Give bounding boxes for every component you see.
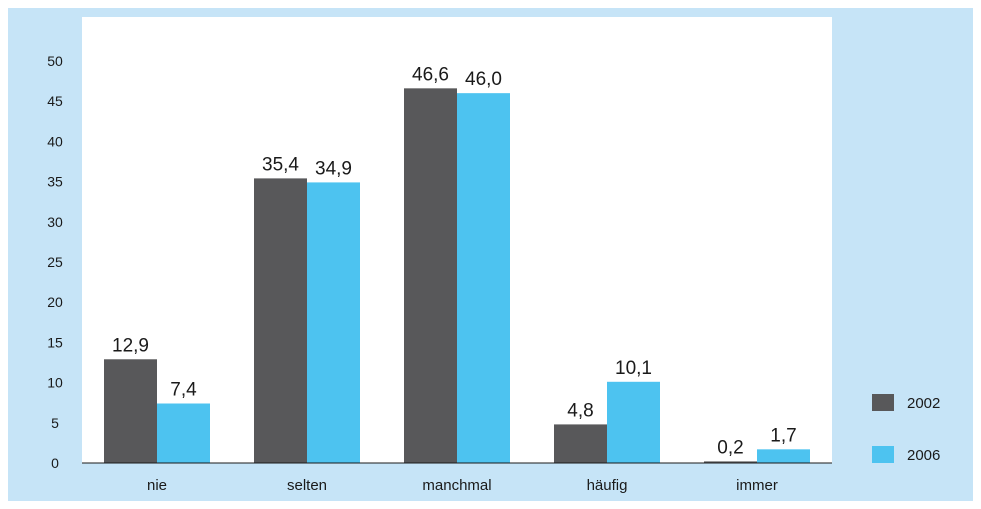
value-label: 46,0: [465, 69, 502, 90]
value-labels-group: 12,9 7,4 35,4 34,9 46,6 46,0 4,8 10,1 0,2 1,7: [112, 64, 797, 458]
legend: 2002 2006: [872, 394, 940, 464]
legend-label: 2002: [907, 395, 940, 412]
bar-2006-häufig: [607, 381, 660, 463]
y-tick-label: 40: [47, 133, 63, 149]
y-tick-label: 25: [47, 254, 63, 270]
y-tick-label: 10: [47, 375, 63, 391]
value-label: 0,2: [717, 437, 743, 458]
y-tick-label: 0: [51, 455, 59, 471]
bar-2002-manchmal: [404, 88, 457, 463]
value-label: 1,7: [770, 425, 796, 446]
x-category-label: häufig: [587, 477, 628, 494]
bar-2002-selten: [254, 178, 307, 463]
x-category-label: nie: [147, 477, 167, 494]
legend-swatch-2006: [872, 446, 894, 463]
legend-label: 2006: [907, 447, 940, 464]
bar-2002-häufig: [554, 424, 607, 463]
bar-2006-nie: [157, 403, 210, 463]
legend-swatch-2002: [872, 394, 894, 411]
y-tick-label: 5: [51, 415, 59, 431]
value-label: 7,4: [170, 380, 197, 401]
y-tick-label: 30: [47, 214, 63, 230]
value-label: 4,8: [567, 400, 593, 421]
value-label: 46,6: [412, 64, 449, 85]
value-label: 35,4: [262, 154, 299, 175]
bar-chart: 0 5 10 15 20 25 30 35 40 45 50 12,9 7,4 35,4 34,9 46,6…: [47, 17, 940, 494]
value-label: 10,1: [615, 358, 652, 379]
x-category-label: immer: [736, 477, 778, 494]
value-label: 34,9: [315, 158, 352, 179]
bar-2006-manchmal: [457, 93, 510, 463]
x-category-label: selten: [287, 477, 327, 494]
x-axis-labels: nie selten manchmal häufig immer: [147, 477, 778, 494]
y-axis-ticks: 0 5 10 15 20 25 30 35 40 45 50: [47, 53, 63, 471]
x-category-label: manchmal: [422, 477, 491, 494]
chart-frame: 0 5 10 15 20 25 30 35 40 45 50 12,9 7,4 35,4 34,9 46,6…: [8, 8, 973, 501]
value-label: 12,9: [112, 335, 149, 356]
y-tick-label: 20: [47, 294, 63, 310]
y-tick-label: 45: [47, 93, 63, 109]
y-tick-label: 15: [47, 334, 63, 350]
bars-group: [104, 88, 810, 464]
bar-2006-immer: [757, 449, 810, 463]
y-tick-label: 50: [47, 53, 63, 69]
y-tick-label: 35: [47, 174, 63, 190]
bar-2006-selten: [307, 182, 360, 464]
bar-2002-immer: [704, 461, 757, 463]
bar-2002-nie: [104, 359, 157, 463]
